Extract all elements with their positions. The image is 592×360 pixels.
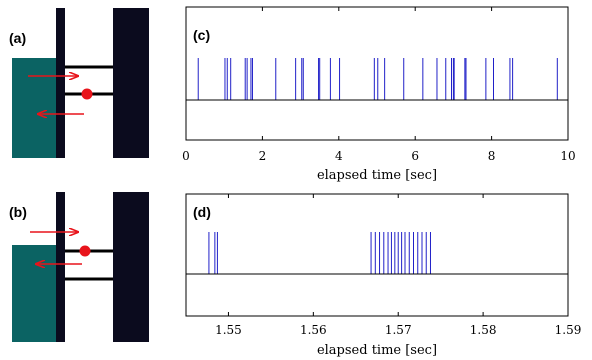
- contact-point-dot: [81, 88, 93, 100]
- sliding-block: [12, 245, 58, 342]
- x-tick-label: 1.55: [215, 323, 242, 337]
- x-tick-label: 2: [259, 149, 267, 163]
- x-tick-label: 1.58: [470, 323, 497, 337]
- x-tick-label: 1.56: [300, 323, 327, 337]
- x-tick-label: 8: [488, 149, 496, 163]
- rigid-wall: [113, 8, 149, 158]
- contact-plate: [56, 8, 65, 158]
- x-axis-title: elapsed time [sec]: [317, 343, 437, 358]
- contact-plate: [56, 192, 65, 342]
- x-tick-label: 6: [411, 149, 419, 163]
- x-tick-label: 4: [335, 149, 343, 163]
- plot-frame: [185, 6, 569, 141]
- x-tick-label: 0: [182, 149, 190, 163]
- x-axis-title: elapsed time [sec]: [317, 168, 437, 183]
- panel-label-d: (d): [193, 204, 211, 220]
- x-axis-ticks: 0 2 4 6 8 10: [182, 7, 576, 163]
- panel-label-a: (a): [9, 30, 26, 46]
- x-axis-ticks: 1.55 1.56 1.57 1.58 1.59: [215, 194, 581, 337]
- x-tick-label: 1.57: [385, 323, 412, 337]
- x-tick-label: 1.59: [555, 323, 582, 337]
- plot-frame: [185, 193, 569, 317]
- schematic-a: (a): [9, 8, 149, 158]
- sliding-block: [12, 58, 58, 158]
- chart-d: (d) 1.55 1.56 1.57 1.58 1.59 elapsed time [s…: [185, 193, 581, 358]
- spike-train: [197, 58, 558, 100]
- schematic-b: (b): [9, 192, 149, 342]
- chart-c: (c) 0 2 4 6 8 10 elapsed time [sec]: [182, 6, 576, 183]
- contact-point-dot: [79, 245, 91, 257]
- rigid-wall: [113, 192, 149, 342]
- spike-train: [208, 232, 431, 274]
- panel-label-c: (c): [193, 27, 210, 43]
- x-tick-label: 10: [560, 149, 575, 163]
- panel-label-b: (b): [9, 204, 27, 220]
